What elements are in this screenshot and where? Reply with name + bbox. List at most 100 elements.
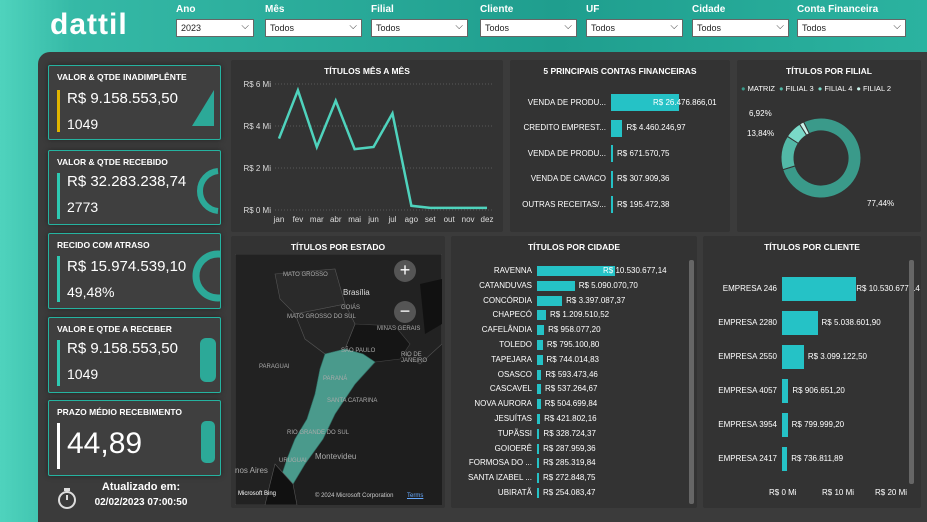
kpi-recebido-card[interactable]: VALOR & QTDE RECEBIDO R$ 32.283.238,74 2… (48, 150, 221, 225)
warning-icon (192, 90, 214, 126)
bar[interactable] (611, 170, 613, 188)
legend-label: FILIAL 4 (824, 84, 853, 93)
uf-select[interactable]: Todos ⌵ (586, 19, 683, 37)
x-tick-label: R$ 20 Mi (875, 488, 908, 497)
cliente-select[interactable]: Todos ⌵ (480, 19, 577, 37)
cidade-select[interactable]: Todos ⌵ (692, 19, 789, 37)
conta-financeira-select[interactable]: Todos ⌵ (797, 19, 906, 37)
bar-value-label: R$ 287.959,36 (543, 443, 596, 453)
bar-category-label: UBIRATÃ (497, 488, 532, 497)
updated-datetime: 02/02/2023 07:00:50 (94, 497, 188, 508)
bar-category-label: CHAPECÓ (492, 310, 532, 320)
bar[interactable] (537, 458, 540, 469)
mes-select[interactable]: Todos ⌵ (265, 19, 362, 37)
zoom-in-button[interactable]: + (394, 260, 416, 282)
bar[interactable] (537, 428, 540, 439)
bar[interactable] (537, 488, 539, 498)
chevron-down-icon: ⌵ (893, 21, 901, 32)
bar[interactable] (537, 266, 615, 276)
bar[interactable] (782, 413, 788, 437)
bar-value-label: R$ 504.699,84 (544, 399, 598, 409)
bar[interactable] (537, 340, 543, 350)
bar[interactable] (537, 399, 541, 410)
bar[interactable] (537, 295, 563, 306)
bar-value-label: R$ 906.651,20 (792, 386, 845, 395)
map-graphic (235, 254, 442, 505)
filial-donut-chart[interactable]: 77,44% 13,84% 6,92% (737, 94, 921, 234)
ano-select[interactable]: 2023 ⌵ (176, 19, 254, 37)
bar[interactable] (611, 145, 613, 162)
zoom-out-button[interactable]: − (394, 301, 416, 323)
filter-label: Filial (371, 4, 394, 15)
filter-ano: Ano 2023 ⌵ (176, 4, 254, 37)
bar-category-label: EMPRESA 3954 (718, 420, 777, 429)
bar-value-label: R$ 307.909,36 (617, 174, 670, 183)
bar-value-label: R$ 958.077,20 (548, 325, 601, 335)
map-label: RIO GRANDE DO SUL (287, 430, 350, 436)
map-label: GOIÁS (341, 305, 361, 311)
map-label: PARANÁ (323, 376, 348, 382)
bar[interactable] (611, 94, 679, 111)
bar-category-label: FORMOSA DO ... (468, 458, 532, 468)
chart-title: TÍTULOS POR CIDADE (527, 242, 621, 252)
bar[interactable] (782, 379, 789, 403)
bar[interactable] (537, 443, 540, 454)
bar-value-label: R$ 744.014,83 (546, 354, 600, 364)
bar-category-label: OUTRAS RECEITAS/... (522, 199, 606, 209)
bar-category-label: VENDA DE PRODU... (527, 97, 606, 107)
series-line[interactable] (277, 86, 487, 210)
bar[interactable] (537, 414, 541, 424)
x-tick-label: out (444, 215, 456, 224)
state-map[interactable]: MATO GROSSO Brasília GOIÁS MINAS GERAIS … (235, 254, 442, 505)
bar[interactable] (537, 354, 543, 365)
terms-link[interactable]: Terms (407, 493, 424, 499)
donut-slice[interactable] (798, 121, 810, 136)
bar[interactable] (611, 119, 623, 137)
stopwatch-icon (56, 486, 78, 515)
filter-label: Cliente (480, 4, 514, 15)
bar[interactable] (782, 345, 804, 369)
bar[interactable] (537, 280, 575, 291)
bar[interactable] (537, 384, 541, 395)
bar[interactable] (537, 473, 540, 484)
bar[interactable] (782, 447, 788, 471)
client-scrollbar[interactable] (909, 260, 914, 484)
x-tick-label: abr (330, 215, 342, 224)
legend-label: FILIAL 3 (785, 84, 814, 93)
kpi-prazo-card[interactable]: PRAZO MÉDIO RECEBIMENTO 44,89 (48, 400, 221, 476)
slice-label: 6,92% (749, 109, 772, 118)
bar[interactable] (537, 310, 546, 321)
map-label: URUGUAI (279, 458, 307, 464)
filial-legend: ● MATRIZ ● FILIAL 3 ● FILIAL 4 ● FILIAL 2 (741, 84, 921, 93)
chevron-down-icon: ⌵ (349, 21, 357, 32)
filial-select[interactable]: Todos ⌵ (371, 19, 468, 37)
city-scrollbar[interactable] (689, 260, 694, 504)
legend-item[interactable]: ● FILIAL 4 (818, 84, 853, 93)
legend-item[interactable]: ● MATRIZ (741, 84, 775, 93)
legend-item[interactable]: ● FILIAL 2 (856, 84, 891, 93)
legend-item[interactable]: ● FILIAL 3 (779, 84, 814, 93)
x-tick-label: fev (293, 215, 304, 224)
x-tick-label: mar (310, 215, 324, 224)
client-bar-chart[interactable]: EMPRESA 246 R$ 10.530.677,14 EMPRESA 2280 R… (703, 236, 921, 508)
bar-category-label: TUPÃSSI (497, 428, 532, 438)
bar[interactable] (611, 196, 613, 213)
kpi-inadimplente-card[interactable]: VALOR & QTDE INADIMPLÊNTE R$ 9.158.553,5… (48, 65, 221, 140)
top-contas-bar-chart[interactable]: VENDA DE PRODU... R$ 26.476.866,01 CREDITO… (510, 60, 730, 232)
donut-slice[interactable] (782, 117, 862, 199)
monthly-line-chart[interactable]: R$ 0 Mi R$ 2 Mi R$ 4 Mi R$ 6 Mi jan fev mar abr… (231, 72, 503, 232)
bar-category-label: JESUÍTAS (494, 414, 532, 423)
kpi-atraso-card[interactable]: RECIDO COM ATRASO R$ 15.974.539,10 49,48… (48, 233, 221, 309)
chart-title: TÍTULOS POR FILIAL (786, 66, 872, 76)
bar[interactable] (537, 369, 542, 380)
bar[interactable] (537, 325, 545, 336)
kpi-accent-bar (57, 256, 60, 302)
map-label: Montevideu (315, 452, 357, 461)
kpi-accent-bar (57, 423, 60, 469)
map-label: Brasília (343, 288, 370, 297)
city-bar-chart[interactable]: RAVENNA R$ 10.530.677,14 CATANDUVAS R$ 5.09… (451, 236, 697, 508)
slice-label: 13,84% (747, 129, 774, 138)
bar[interactable] (782, 311, 818, 335)
kpi-a-receber-card[interactable]: VALOR E QTDE A RECEBER R$ 9.158.553,50 1… (48, 317, 221, 393)
bar[interactable] (782, 277, 857, 301)
